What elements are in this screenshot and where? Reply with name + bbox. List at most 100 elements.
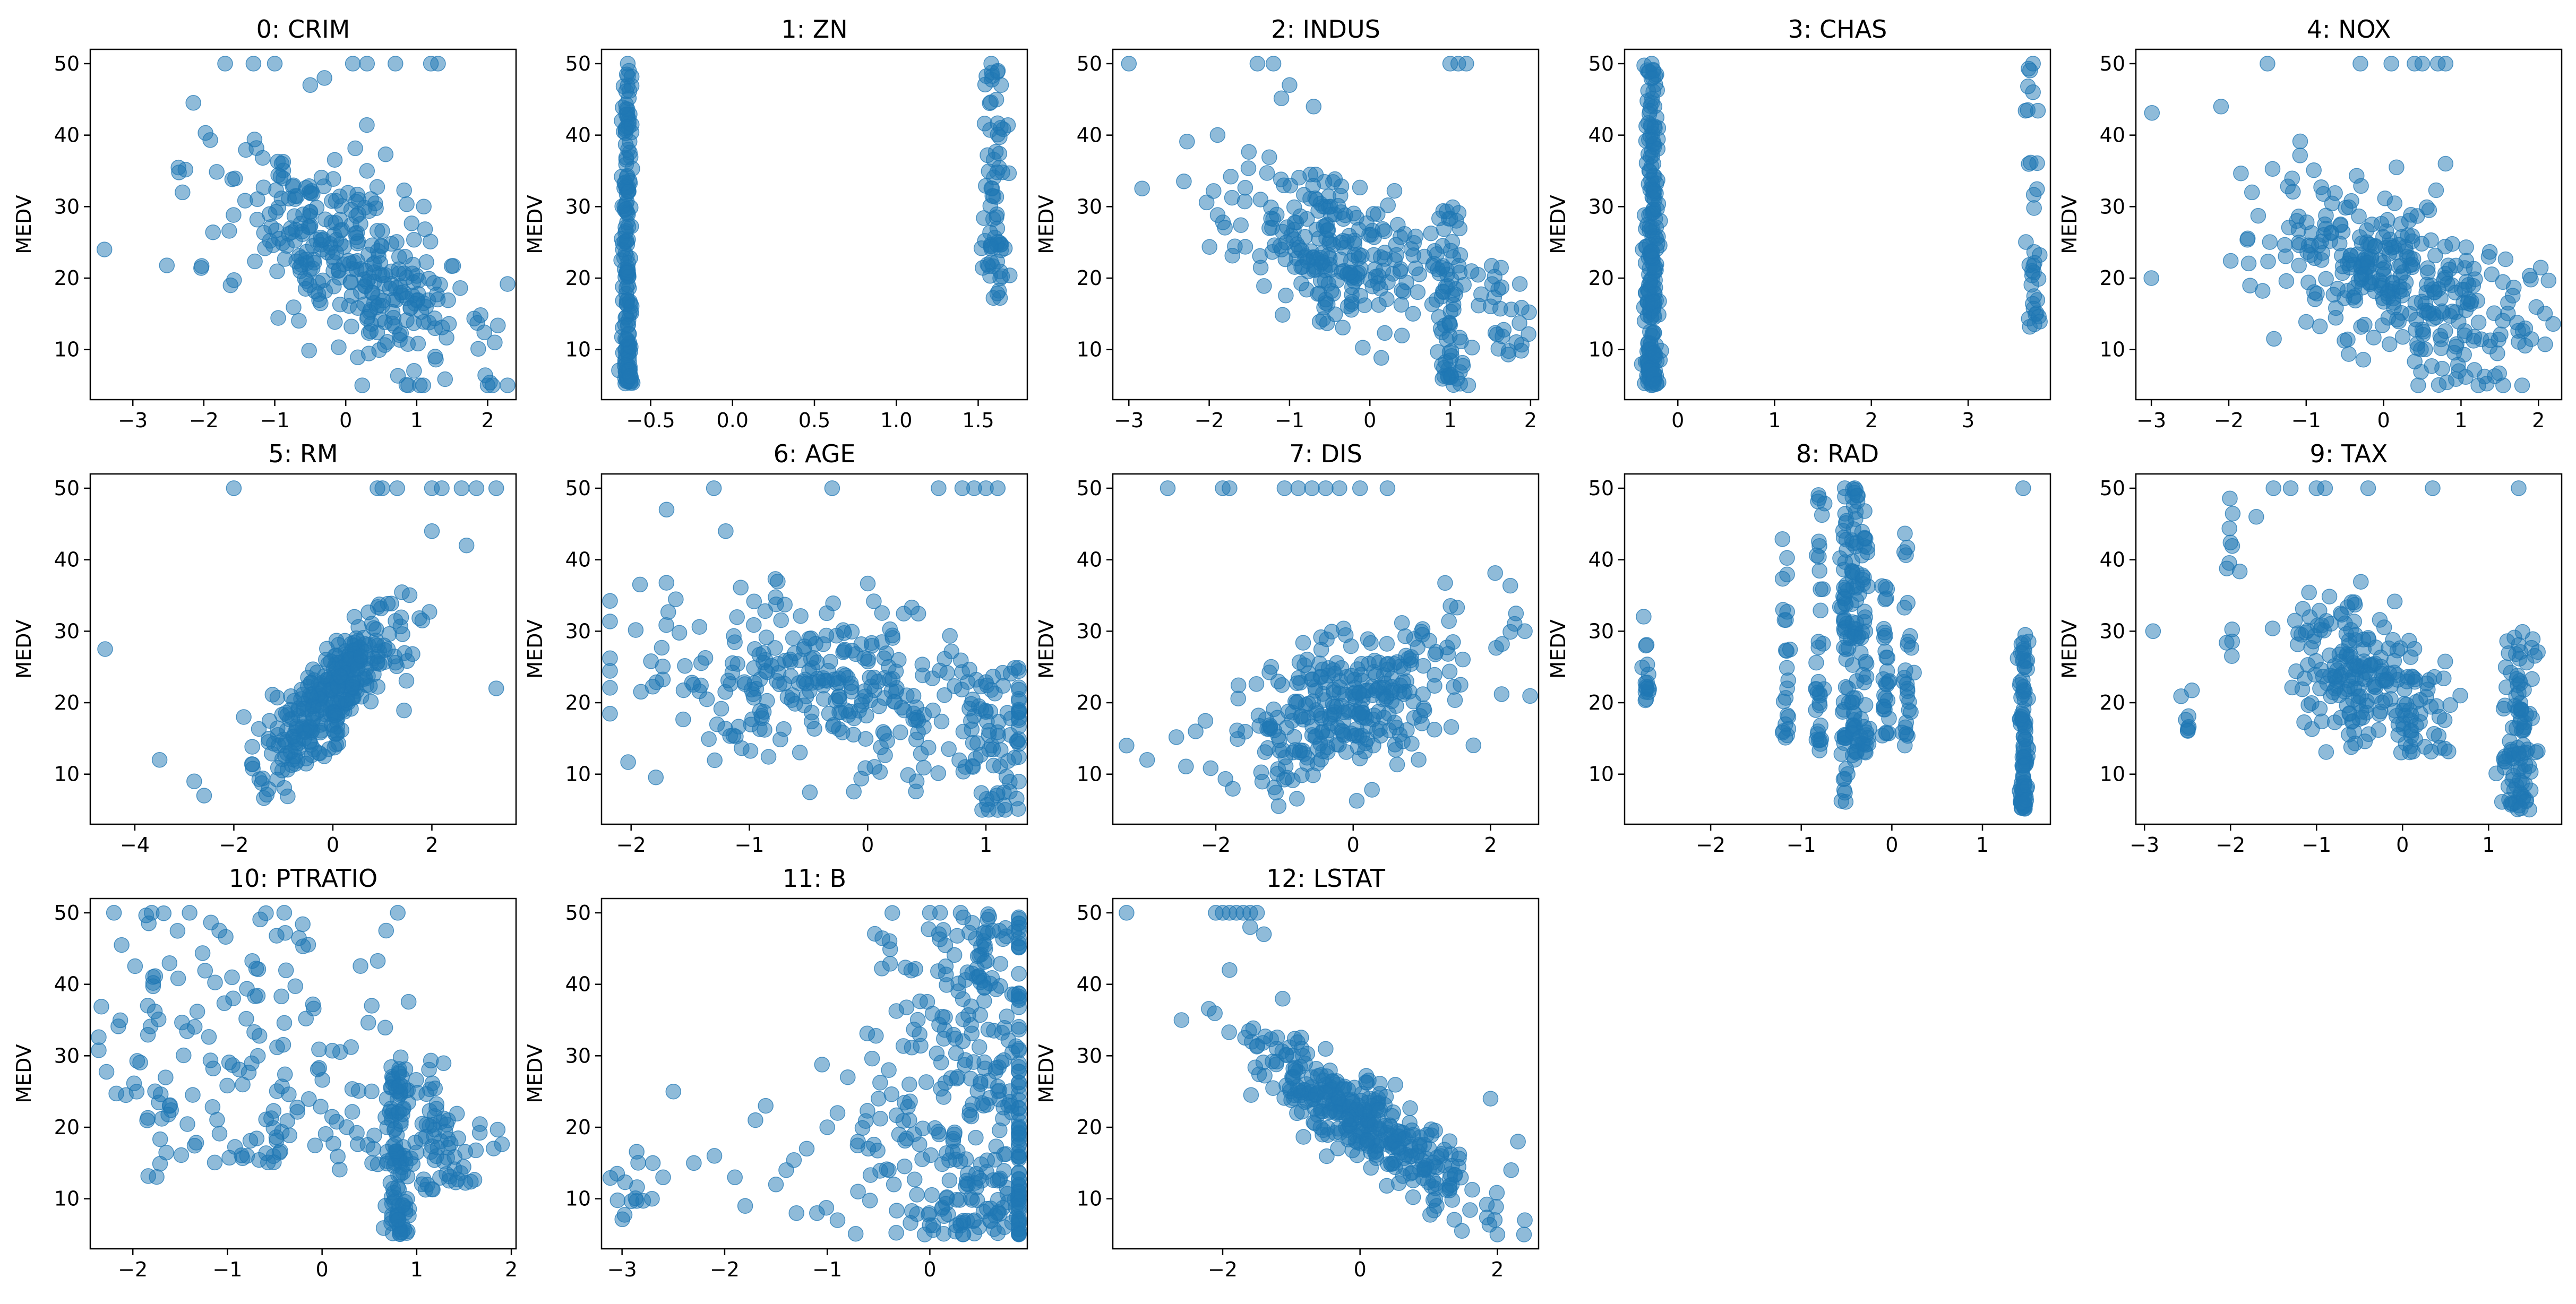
data-point xyxy=(668,591,684,607)
data-point xyxy=(1324,283,1339,299)
data-point xyxy=(1338,1111,1355,1127)
data-point xyxy=(359,117,375,133)
data-point xyxy=(939,665,955,681)
subplot-title: 3: CHAS xyxy=(1788,15,1887,44)
data-point xyxy=(645,1155,661,1171)
data-point xyxy=(2357,266,2373,282)
data-point xyxy=(2296,714,2312,730)
plot-area-frame xyxy=(1624,473,2051,825)
data-point xyxy=(1377,223,1393,239)
data-point xyxy=(1279,770,1295,785)
subplot-title: 5: RM xyxy=(268,439,338,468)
data-point xyxy=(1011,1018,1027,1035)
data-point xyxy=(1898,547,1914,563)
data-point xyxy=(1442,598,1458,614)
data-point xyxy=(466,310,482,326)
data-point xyxy=(2437,653,2453,670)
data-point xyxy=(1779,643,1795,659)
data-point xyxy=(746,617,762,633)
data-point xyxy=(375,1220,392,1236)
data-point xyxy=(1877,690,1893,706)
data-point xyxy=(1217,220,1233,236)
data-point xyxy=(1299,282,1315,298)
data-point xyxy=(2371,722,2386,738)
data-point xyxy=(1299,253,1316,269)
data-point xyxy=(981,741,997,758)
data-point xyxy=(888,1225,904,1241)
data-point xyxy=(394,1197,410,1213)
subplot-title: 2: INDUS xyxy=(1271,15,1380,44)
data-point xyxy=(132,1055,148,1070)
data-point xyxy=(406,362,422,379)
data-point xyxy=(1410,284,1426,300)
data-point xyxy=(990,126,1006,143)
data-point xyxy=(2514,624,2531,640)
data-point xyxy=(1808,654,1824,671)
data-point xyxy=(1011,988,1027,1005)
data-point xyxy=(362,678,378,694)
data-point xyxy=(151,752,168,768)
data-point xyxy=(1230,677,1247,694)
data-point xyxy=(840,1069,856,1085)
data-point xyxy=(706,480,722,496)
data-point xyxy=(313,1099,329,1115)
data-point xyxy=(332,668,348,684)
data-point xyxy=(360,1015,376,1031)
data-point xyxy=(1405,1189,1421,1205)
data-point xyxy=(1262,717,1278,733)
data-point xyxy=(403,215,420,231)
data-point xyxy=(882,956,898,972)
data-point xyxy=(1471,297,1487,314)
y-tick-label: 40 xyxy=(565,548,591,572)
y-tick-label: 20 xyxy=(54,1116,80,1139)
data-point xyxy=(998,920,1014,936)
data-point xyxy=(769,673,785,689)
data-point xyxy=(397,645,413,661)
data-point xyxy=(1516,1227,1532,1242)
data-point xyxy=(2389,159,2405,175)
data-point xyxy=(179,1116,195,1132)
x-tick-label: 0 xyxy=(1671,409,1684,432)
data-point xyxy=(224,969,240,986)
data-point xyxy=(374,480,390,496)
data-point xyxy=(2239,232,2255,248)
data-point xyxy=(2414,56,2431,72)
data-point xyxy=(776,721,792,737)
data-point xyxy=(746,593,762,609)
data-point xyxy=(1857,697,1874,713)
subplot-title: 11: B xyxy=(783,864,846,893)
data-point xyxy=(453,480,470,496)
data-point xyxy=(1366,247,1382,263)
data-point xyxy=(902,1093,918,1110)
data-point xyxy=(1455,358,1471,374)
data-point xyxy=(2511,651,2528,667)
data-point xyxy=(1642,274,1658,290)
data-point xyxy=(2428,698,2444,714)
x-tick-label: 0 xyxy=(1354,1258,1367,1281)
data-point xyxy=(824,480,840,496)
data-point xyxy=(1305,178,1321,194)
data-point xyxy=(1011,1151,1027,1167)
data-point xyxy=(763,658,779,674)
y-tick-label: 10 xyxy=(54,1187,80,1211)
data-point xyxy=(857,731,874,747)
data-point xyxy=(2397,681,2412,698)
data-point xyxy=(648,769,664,785)
data-point xyxy=(2260,253,2276,270)
data-point xyxy=(2331,687,2347,703)
data-point xyxy=(1441,328,1458,344)
data-point xyxy=(277,1066,293,1083)
data-point xyxy=(1813,602,1828,619)
data-point xyxy=(619,119,635,135)
data-point xyxy=(280,788,296,805)
data-point xyxy=(658,502,675,518)
data-point xyxy=(1011,1059,1027,1075)
data-point xyxy=(1237,180,1253,196)
data-point xyxy=(1847,480,1863,496)
data-point xyxy=(934,1201,950,1217)
data-point xyxy=(2521,801,2537,818)
data-point xyxy=(757,722,772,738)
data-point xyxy=(1304,480,1320,496)
data-point xyxy=(291,313,307,329)
